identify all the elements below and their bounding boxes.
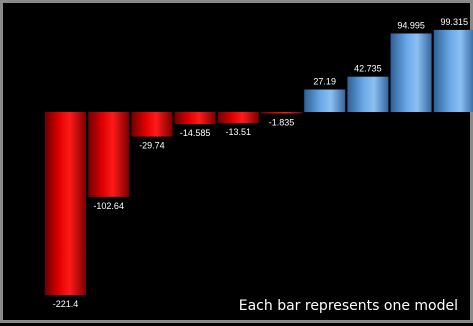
bar-3 [131, 112, 173, 137]
data-label-6: -1.835 [269, 118, 295, 128]
data-label-3: -29.74 [139, 141, 165, 151]
bar-4 [174, 112, 216, 125]
data-label-2: -102.64 [93, 201, 124, 211]
bar-5 [217, 112, 259, 124]
data-label-1: -221.4 [53, 299, 79, 309]
data-label-9: 94.995 [397, 20, 425, 30]
bar-8 [347, 76, 389, 112]
data-label-10: 99.315 [441, 17, 469, 27]
data-label-8: 42.735 [354, 64, 382, 74]
data-label-4: -14.585 [180, 128, 211, 138]
bar-9 [390, 33, 432, 113]
bar-6 [261, 112, 302, 114]
bar-chart: -221.4 -102.64 -29.74 -14.585 -13.51 -1.835 27… [45, 17, 473, 309]
bar-1 [45, 112, 86, 295]
bar-10 [433, 29, 473, 112]
chart-annotation: Each bar represents one model [238, 298, 458, 314]
data-label-7: 27.19 [313, 77, 336, 87]
bar-2 [88, 112, 130, 197]
bar-7 [304, 89, 346, 112]
data-label-5: -13.51 [226, 127, 252, 137]
